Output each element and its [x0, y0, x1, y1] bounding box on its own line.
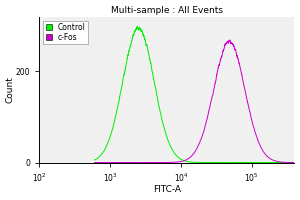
- X-axis label: FITC-A: FITC-A: [153, 185, 181, 194]
- Title: Multi-sample : All Events: Multi-sample : All Events: [111, 6, 223, 15]
- Legend: Control, c-Fos: Control, c-Fos: [43, 21, 88, 44]
- Y-axis label: Count: Count: [6, 76, 15, 103]
